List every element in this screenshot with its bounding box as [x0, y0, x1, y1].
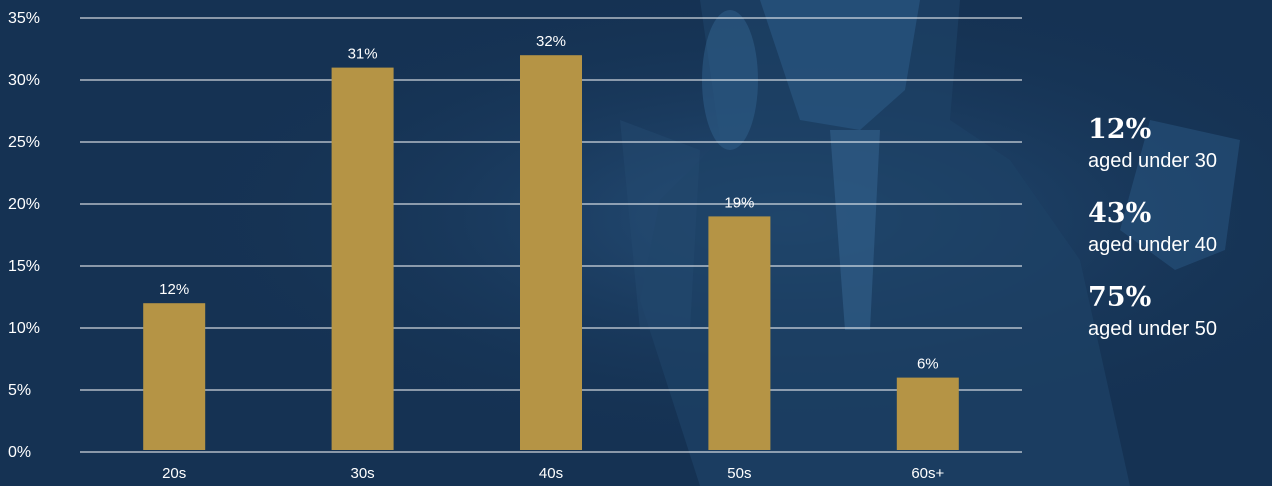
stat-under-50: 75% aged under 50	[1088, 280, 1272, 342]
bar	[520, 55, 582, 450]
bar	[708, 216, 771, 450]
stat-value: 12%	[1088, 114, 1152, 145]
y-tick-label: 0%	[8, 444, 31, 461]
stat-caption: aged under 40	[1088, 234, 1218, 256]
data-labels: 12% 31% 32% 19% 6%	[159, 33, 938, 372]
x-tick-label: 40s	[539, 465, 563, 482]
summary-stats: 12% aged under 30 43% aged under 40 75% …	[1088, 112, 1272, 364]
bar-chart: 0% 5% 10% 15% 20% 25% 30% 35% 12% 31% 32% 19% 6% 20…	[8, 10, 1022, 482]
stat-caption: aged under 30	[1088, 150, 1218, 172]
stat-value: 75%	[1088, 282, 1152, 313]
bars	[143, 55, 959, 450]
data-label: 12%	[159, 281, 189, 298]
y-tick-label: 30%	[8, 72, 40, 89]
y-tick-label: 25%	[8, 134, 40, 151]
y-tick-label: 35%	[8, 10, 40, 27]
bar	[331, 67, 394, 450]
data-label: 6%	[917, 356, 939, 373]
data-label: 32%	[536, 33, 566, 50]
stat-caption: aged under 50	[1088, 318, 1218, 340]
y-tick-label: 15%	[8, 258, 40, 275]
x-tick-label: 20s	[162, 465, 186, 482]
stat-under-40: 43% aged under 40	[1088, 196, 1272, 258]
x-tick-label: 60s+	[911, 465, 944, 482]
data-label: 19%	[724, 194, 754, 211]
x-tick-label: 50s	[727, 465, 751, 482]
y-tick-label: 10%	[8, 320, 40, 337]
x-axis-tick-labels: 20s 30s 40s 50s 60s+	[162, 465, 944, 482]
bar	[143, 303, 206, 450]
bar	[896, 377, 959, 450]
data-label: 31%	[348, 46, 378, 63]
x-tick-label: 30s	[351, 465, 375, 482]
y-tick-label: 20%	[8, 196, 40, 213]
y-tick-label: 5%	[8, 382, 31, 399]
y-axis-tick-labels: 0% 5% 10% 15% 20% 25% 30% 35%	[8, 10, 40, 461]
stat-under-30: 12% aged under 30	[1088, 112, 1272, 174]
stat-value: 43%	[1088, 198, 1152, 229]
